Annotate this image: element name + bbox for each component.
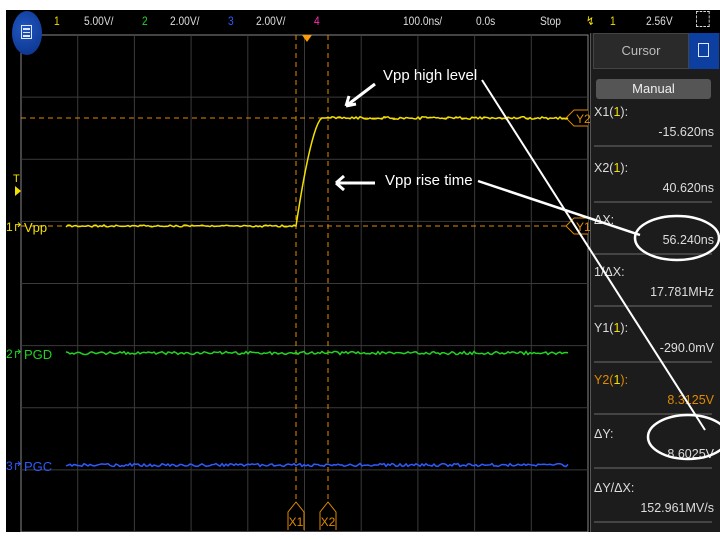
trace-ch1-vpp [66,117,568,227]
readout-label: X1(1): [594,105,628,119]
annotation-rise-time: Vpp rise time [385,172,473,189]
divider [594,305,712,307]
mode-button[interactable]: Manual [596,79,711,99]
panel-menu-button[interactable] [689,33,719,69]
readout-value: -290.0mV [660,341,714,355]
ch1-scale[interactable]: 5.00V/ [84,14,113,28]
cursor-y2-label: Y2 [576,112,591,126]
ch2-number[interactable]: 2 [142,14,148,28]
status-bar: 1 5.00V/ 2 2.00V/ 3 2.00V/ 4 100.0ns/ 0.… [6,10,720,34]
trigger-level[interactable]: 2.56V [646,14,673,28]
trigger-position-marker[interactable] [302,35,312,42]
readout-label: ΔY: [594,427,613,441]
annotation-high-level: Vpp high level [383,67,477,84]
readout-value: 8.6025V [667,447,714,461]
cursor-y1-label: Y1 [576,220,591,234]
trigger-channel[interactable]: 1 [610,14,616,28]
readout-label: 1/ΔX: [594,265,625,279]
timebase[interactable]: 100.0ns/ [403,14,442,28]
ch3-scale[interactable]: 2.00V/ [256,14,285,28]
readout-value: 152.961MV/s [640,501,714,515]
menu-icon [21,25,32,39]
ch2-scale[interactable]: 2.00V/ [170,14,199,28]
cursor-panel: Cursor Manual X1(1): -15.620ns X2(1): 40.62… [590,33,720,532]
ch1-number[interactable]: 1 [54,14,60,28]
zoom-box-icon[interactable] [696,11,710,27]
readout-value: 40.620ns [663,181,714,195]
main-menu-button[interactable] [12,11,42,55]
divider [594,361,712,363]
readout-value: 56.240ns [663,233,714,247]
cursor-x1-label: X1 [289,515,304,529]
readout-value: -15.620ns [658,125,714,139]
ch2-label: PGD [24,347,52,362]
readout-label: ΔY/ΔX: [594,481,634,495]
delay[interactable]: 0.0s [476,14,495,28]
readout-value: 8.3125V [667,393,714,407]
readout-label: Y2(1): [594,373,628,387]
ch3-number[interactable]: 3 [228,14,234,28]
trace-ch2-pgd [66,352,568,355]
ch1-label: Vpp [24,220,47,235]
ch2-ground-marker[interactable]: 2↱ [6,347,23,361]
trigger-level-arrow-icon [15,186,21,196]
divider [594,521,712,523]
readout-label: Y1(1): [594,321,628,335]
readout-label: ΔX: [594,213,614,227]
divider [594,201,712,203]
divider [594,413,712,415]
tab-cursor[interactable]: Cursor [593,33,689,69]
trace-ch3-pgc [66,464,568,467]
ch3-label: PGC [24,459,52,474]
ch1-ground-marker[interactable]: 1↱ [6,220,23,234]
menu-icon [698,43,709,57]
ch4-number[interactable]: 4 [314,14,320,28]
readout-value: 17.781MHz [650,285,714,299]
run-state[interactable]: Stop [540,14,561,28]
tab-cursor-label: Cursor [621,43,660,58]
cursor-x2-label: X2 [321,515,336,529]
divider [594,467,712,469]
trigger-level-marker[interactable]: T [13,173,20,185]
ch3-ground-marker[interactable]: 3↱ [6,459,23,473]
oscilloscope-screen: X1 X2 Y1 Y2 1↱ Vpp 2↱ PGD 3↱ PGC T 1 5.00V/ 2 2.00… [6,10,720,532]
readout-label: X2(1): [594,161,628,175]
divider [594,145,712,147]
divider [594,253,712,255]
trigger-edge-icon: ↯ [586,14,595,28]
